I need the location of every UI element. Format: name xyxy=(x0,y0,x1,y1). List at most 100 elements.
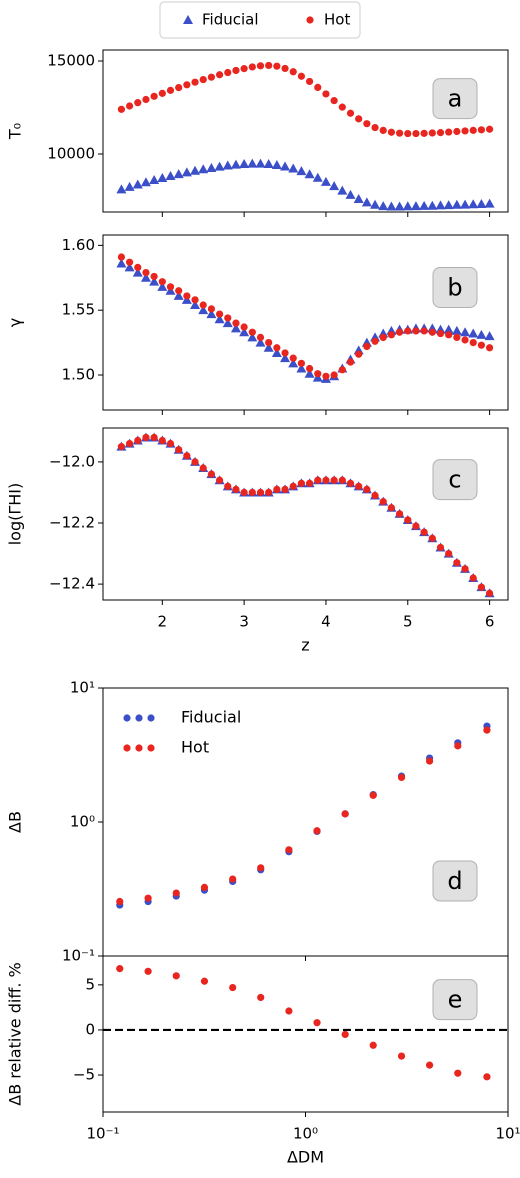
data-point xyxy=(222,318,233,328)
data-point xyxy=(395,328,404,336)
y-axis-label: γ xyxy=(6,318,25,327)
data-point xyxy=(285,1007,293,1015)
data-point xyxy=(150,272,158,281)
data-point xyxy=(337,185,348,195)
data-point xyxy=(289,482,297,490)
data-point xyxy=(200,977,209,985)
data-point xyxy=(158,278,166,286)
data-point xyxy=(273,62,281,70)
data-point xyxy=(484,198,495,208)
y-tick-label: −12.0 xyxy=(49,452,95,470)
data-point xyxy=(248,488,256,497)
data-point xyxy=(285,846,293,854)
data-point xyxy=(191,78,199,86)
data-point xyxy=(206,309,217,319)
data-point xyxy=(296,166,307,176)
y-tick-label: 1.50 xyxy=(62,366,95,384)
data-point xyxy=(436,129,445,137)
data-point xyxy=(125,258,134,266)
data-point xyxy=(305,77,314,86)
y-tick-label: 0 xyxy=(85,1020,95,1038)
data-point xyxy=(371,123,379,132)
data-point xyxy=(420,528,428,536)
data-point xyxy=(273,344,281,352)
y-axis-label: log(ΓHI) xyxy=(6,483,25,546)
data-point xyxy=(397,1052,406,1060)
data-point xyxy=(117,105,126,113)
data-point xyxy=(116,965,124,973)
data-point xyxy=(224,314,232,322)
data-point xyxy=(190,165,201,175)
data-point xyxy=(134,99,142,107)
data-point xyxy=(117,253,126,261)
data-point xyxy=(116,184,127,194)
data-point xyxy=(404,129,412,138)
axes-frame xyxy=(102,955,509,1113)
data-point xyxy=(207,305,216,313)
data-point xyxy=(183,81,191,89)
data-point xyxy=(116,897,124,906)
y-tick-label: 15000 xyxy=(47,51,95,69)
data-point xyxy=(116,258,127,268)
annotation: c xyxy=(448,466,461,494)
data-point xyxy=(132,267,143,277)
data-point xyxy=(387,331,396,339)
data-point xyxy=(484,331,495,341)
data-point xyxy=(412,327,420,335)
axes-frame xyxy=(102,687,509,957)
data-point xyxy=(461,565,469,573)
data-point xyxy=(445,128,453,136)
data-point xyxy=(483,726,491,734)
data-point xyxy=(142,268,150,277)
data-point xyxy=(229,983,237,992)
annotation-box xyxy=(432,78,478,120)
data-point xyxy=(191,458,199,466)
data-point xyxy=(158,89,166,97)
data-point xyxy=(469,126,477,134)
data-point xyxy=(199,464,207,472)
y-axis-label: ΔB xyxy=(6,811,25,833)
data-point xyxy=(402,201,413,211)
data-point xyxy=(183,292,191,300)
legend-marker xyxy=(147,714,155,722)
data-point xyxy=(157,281,168,291)
data-point xyxy=(166,86,175,94)
data-point xyxy=(404,516,412,524)
annotation: e xyxy=(448,986,463,1014)
data-point xyxy=(412,522,420,530)
data-point xyxy=(461,127,469,135)
y-tick-label: 10000 xyxy=(47,145,95,163)
data-point xyxy=(224,68,232,77)
data-point xyxy=(329,181,340,191)
data-point xyxy=(314,83,322,92)
data-point xyxy=(265,61,273,70)
data-point xyxy=(281,64,289,73)
data-point xyxy=(232,66,240,75)
data-point xyxy=(256,62,265,70)
data-point xyxy=(451,199,462,209)
legend-label: Fiducial xyxy=(181,708,241,727)
x-tick-label: 5 xyxy=(403,613,413,631)
x-axis-label: ΔDM xyxy=(287,1148,324,1167)
data-point xyxy=(436,329,445,338)
data-point xyxy=(157,172,168,182)
data-point xyxy=(477,583,486,591)
data-point xyxy=(263,342,274,352)
data-point xyxy=(379,498,387,506)
data-point xyxy=(183,452,191,460)
data-point xyxy=(200,883,209,892)
data-point xyxy=(305,479,314,487)
y-axis-label: T₀ xyxy=(6,123,25,140)
data-point xyxy=(240,323,248,331)
data-point xyxy=(322,476,330,484)
data-point xyxy=(175,83,183,92)
data-point xyxy=(124,262,135,272)
y-tick-label: −12.2 xyxy=(49,514,95,532)
data-point xyxy=(353,194,364,204)
legend-label: Hot xyxy=(181,738,209,757)
data-point xyxy=(165,170,176,180)
data-point xyxy=(428,129,436,137)
data-point xyxy=(198,164,209,174)
data-point xyxy=(355,115,363,123)
data-point xyxy=(314,476,322,484)
